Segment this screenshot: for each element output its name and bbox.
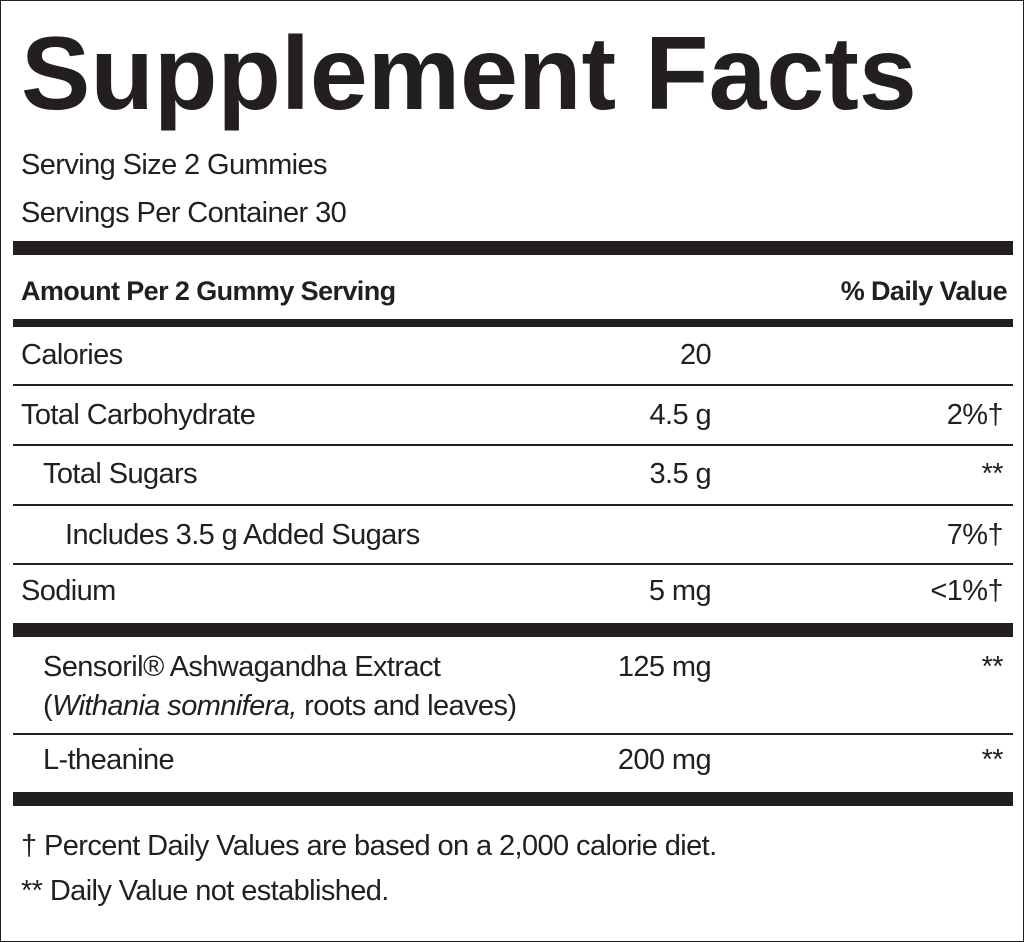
nutrient-amount: 125 mg (617, 651, 712, 683)
nutrient-name: Sodium (21, 575, 116, 607)
row-rule (13, 733, 1013, 735)
row-rule (13, 504, 1013, 506)
footnote: ** Daily Value not established. (21, 875, 389, 907)
nutrient-amount: 200 mg (617, 744, 712, 776)
nutrient-name: Calories (21, 339, 123, 371)
daily-value: 7%† (946, 519, 1004, 551)
daily-value: ** (981, 651, 1004, 683)
nutrient-amount: 20 (679, 339, 712, 371)
row-rule (13, 384, 1013, 386)
nutrient-amount: 5 mg (648, 575, 712, 607)
thick-rule (13, 241, 1013, 255)
column-header: % Daily Value (840, 276, 1008, 306)
text: ( (43, 690, 53, 722)
row-rule (13, 563, 1013, 565)
thick-rule (13, 319, 1013, 327)
nutrient-amount: 4.5 g (649, 399, 712, 431)
ingredient-name: L-theanine (43, 744, 175, 776)
row-rule (13, 444, 1013, 446)
daily-value: 2%† (946, 399, 1004, 431)
serving-size: Serving Size 2 Gummies (21, 149, 328, 181)
nutrient-name: Total Carbohydrate (21, 399, 256, 431)
daily-value: ** (981, 744, 1004, 776)
nutrient-amount: 3.5 g (649, 458, 712, 490)
text: roots and leaves) (296, 690, 517, 722)
latin-name: Withania somnifera, (52, 690, 297, 722)
ingredient-source: (Withania somnifera, roots and leaves) (43, 689, 517, 723)
daily-value: ** (981, 458, 1004, 490)
thick-rule (13, 623, 1013, 637)
footnote: † Percent Daily Values are based on a 2,… (21, 830, 717, 862)
column-header: Amount Per 2 Gummy Serving (21, 276, 396, 306)
servings-per-container: Servings Per Container 30 (21, 197, 347, 229)
thick-rule (13, 792, 1013, 806)
daily-value: <1%† (930, 575, 1003, 607)
title: Supplement Facts (21, 16, 917, 132)
nutrient-name: Includes 3.5 g Added Sugars (65, 519, 420, 551)
ingredient-name: Sensoril® Ashwagandha Extract (43, 651, 441, 683)
nutrient-name: Total Sugars (43, 458, 198, 490)
